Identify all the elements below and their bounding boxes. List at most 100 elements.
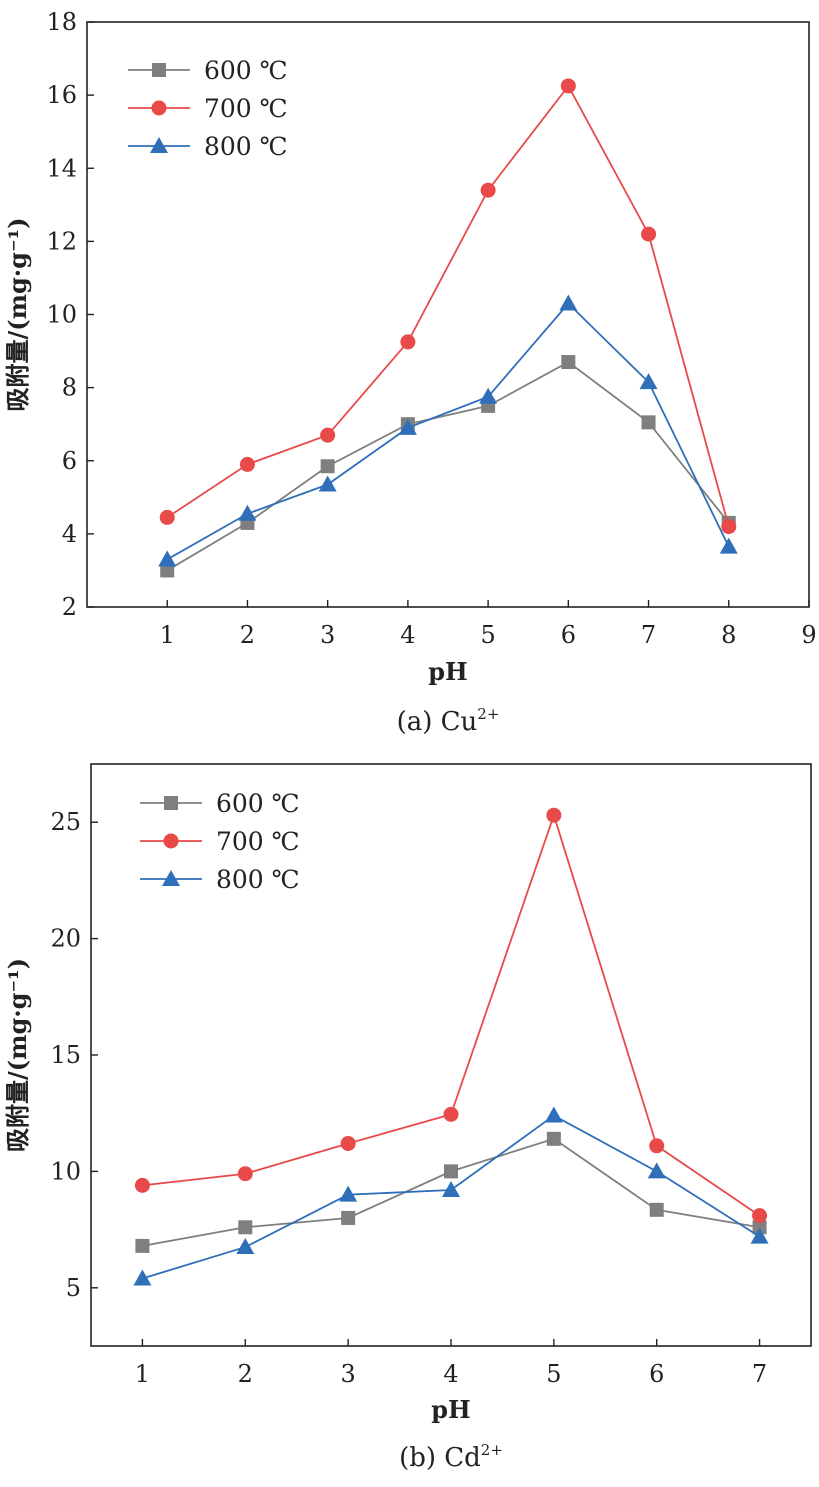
data-point — [134, 1177, 150, 1193]
legend-entry: 800 ℃ — [128, 132, 288, 161]
x-tick-label: 8 — [721, 621, 736, 649]
y-tick-label: 20 — [50, 925, 81, 953]
x-tick-label: 3 — [341, 1360, 356, 1388]
x-tick-label: 4 — [400, 621, 415, 649]
data-point — [398, 418, 417, 435]
y-tick-label: 12 — [46, 227, 77, 255]
data-point — [158, 550, 177, 567]
legend-marker — [150, 137, 168, 153]
x-tick-label: 7 — [641, 621, 656, 649]
data-point — [721, 519, 737, 535]
x-tick-label: 7 — [752, 1360, 767, 1388]
data-point — [649, 1138, 665, 1154]
series-circle — [159, 78, 737, 535]
data-point — [752, 1220, 767, 1235]
legend-marker — [164, 796, 178, 810]
data-point — [238, 504, 257, 521]
data-point — [750, 1227, 769, 1244]
legend-entry: 600 ℃ — [140, 789, 300, 818]
data-point — [641, 415, 656, 430]
data-point — [560, 78, 576, 94]
x-tick-label: 3 — [320, 621, 335, 649]
data-point — [320, 427, 336, 443]
data-point — [339, 1185, 358, 1202]
series-line — [166, 84, 730, 527]
series-line — [166, 360, 730, 572]
caption-superscript: 2+ — [481, 1441, 503, 1459]
y-tick-label: 5 — [66, 1274, 81, 1302]
data-point — [238, 1220, 253, 1235]
data-point — [641, 226, 657, 242]
data-point — [444, 1164, 458, 1179]
caption-superscript: 2+ — [477, 705, 499, 723]
data-point — [236, 1238, 255, 1255]
x-axis-label: pH — [431, 1395, 470, 1424]
data-point — [479, 387, 498, 404]
legend-label: 600 ℃ — [216, 789, 300, 818]
legend-marker — [151, 100, 167, 116]
x-tick-label: 2 — [238, 1360, 253, 1388]
data-point — [561, 355, 576, 370]
series-triangle — [133, 1106, 769, 1286]
data-point — [340, 1135, 356, 1151]
y-tick-label: 10 — [50, 1157, 81, 1185]
x-tick-label: 4 — [443, 1360, 458, 1388]
plot-frame — [86, 21, 810, 608]
x-tick-label: 1 — [135, 1360, 150, 1388]
x-axis-label: pH — [428, 657, 467, 686]
data-point — [559, 294, 578, 311]
y-tick-label: 18 — [46, 8, 77, 36]
series-line — [166, 302, 730, 561]
data-point — [752, 1208, 768, 1224]
data-point — [133, 1269, 152, 1286]
data-point — [237, 1166, 253, 1182]
data-point — [159, 509, 175, 525]
data-point — [639, 373, 658, 390]
legend-label: 800 ℃ — [216, 865, 300, 894]
y-tick-label: 2 — [62, 593, 77, 621]
chart-caption: (a) Cu2+ — [397, 705, 500, 737]
legend-entry: 700 ℃ — [128, 94, 288, 123]
data-point — [320, 459, 335, 474]
chart-caption: (b) Cd2+ — [399, 1441, 503, 1473]
y-tick-label: 16 — [46, 81, 77, 109]
data-point — [135, 1238, 150, 1253]
legend-label: 600 ℃ — [204, 56, 288, 85]
x-tick-label: 5 — [546, 1360, 561, 1388]
legend-marker — [163, 833, 179, 849]
legend-marker — [152, 63, 166, 77]
y-tick-label: 25 — [50, 808, 81, 836]
plot-frame — [90, 763, 812, 1347]
data-point — [239, 456, 255, 472]
series-circle — [134, 807, 768, 1224]
data-point — [647, 1162, 666, 1179]
legend-marker — [162, 870, 180, 886]
legend-entry: 700 ℃ — [140, 827, 300, 856]
x-tick-label: 6 — [649, 1360, 664, 1388]
legend-label: 800 ℃ — [204, 132, 288, 161]
data-point — [544, 1106, 563, 1123]
data-point — [443, 1106, 459, 1122]
x-tick-label: 1 — [160, 621, 175, 649]
data-point — [546, 1131, 561, 1146]
y-axis-label: 吸附量/(mg·g⁻¹) — [3, 218, 32, 412]
data-point — [442, 1181, 460, 1198]
series-triangle — [158, 294, 738, 567]
data-point — [546, 807, 562, 823]
x-tick-label: 9 — [801, 621, 816, 649]
data-point — [160, 563, 175, 578]
x-tick-label: 6 — [561, 621, 576, 649]
y-axis-label: 吸附量/(mg·g⁻¹) — [3, 958, 32, 1152]
y-tick-label: 8 — [62, 374, 77, 402]
y-tick-label: 10 — [46, 301, 77, 329]
data-point — [318, 475, 337, 492]
legend-label: 700 ℃ — [216, 827, 300, 856]
data-point — [400, 334, 416, 350]
y-tick-label: 14 — [46, 154, 77, 182]
legend-entry: 600 ℃ — [128, 56, 288, 85]
data-point — [341, 1210, 356, 1225]
data-point — [649, 1202, 664, 1217]
data-point — [719, 537, 738, 554]
data-point — [480, 182, 496, 198]
x-tick-label: 2 — [240, 621, 255, 649]
